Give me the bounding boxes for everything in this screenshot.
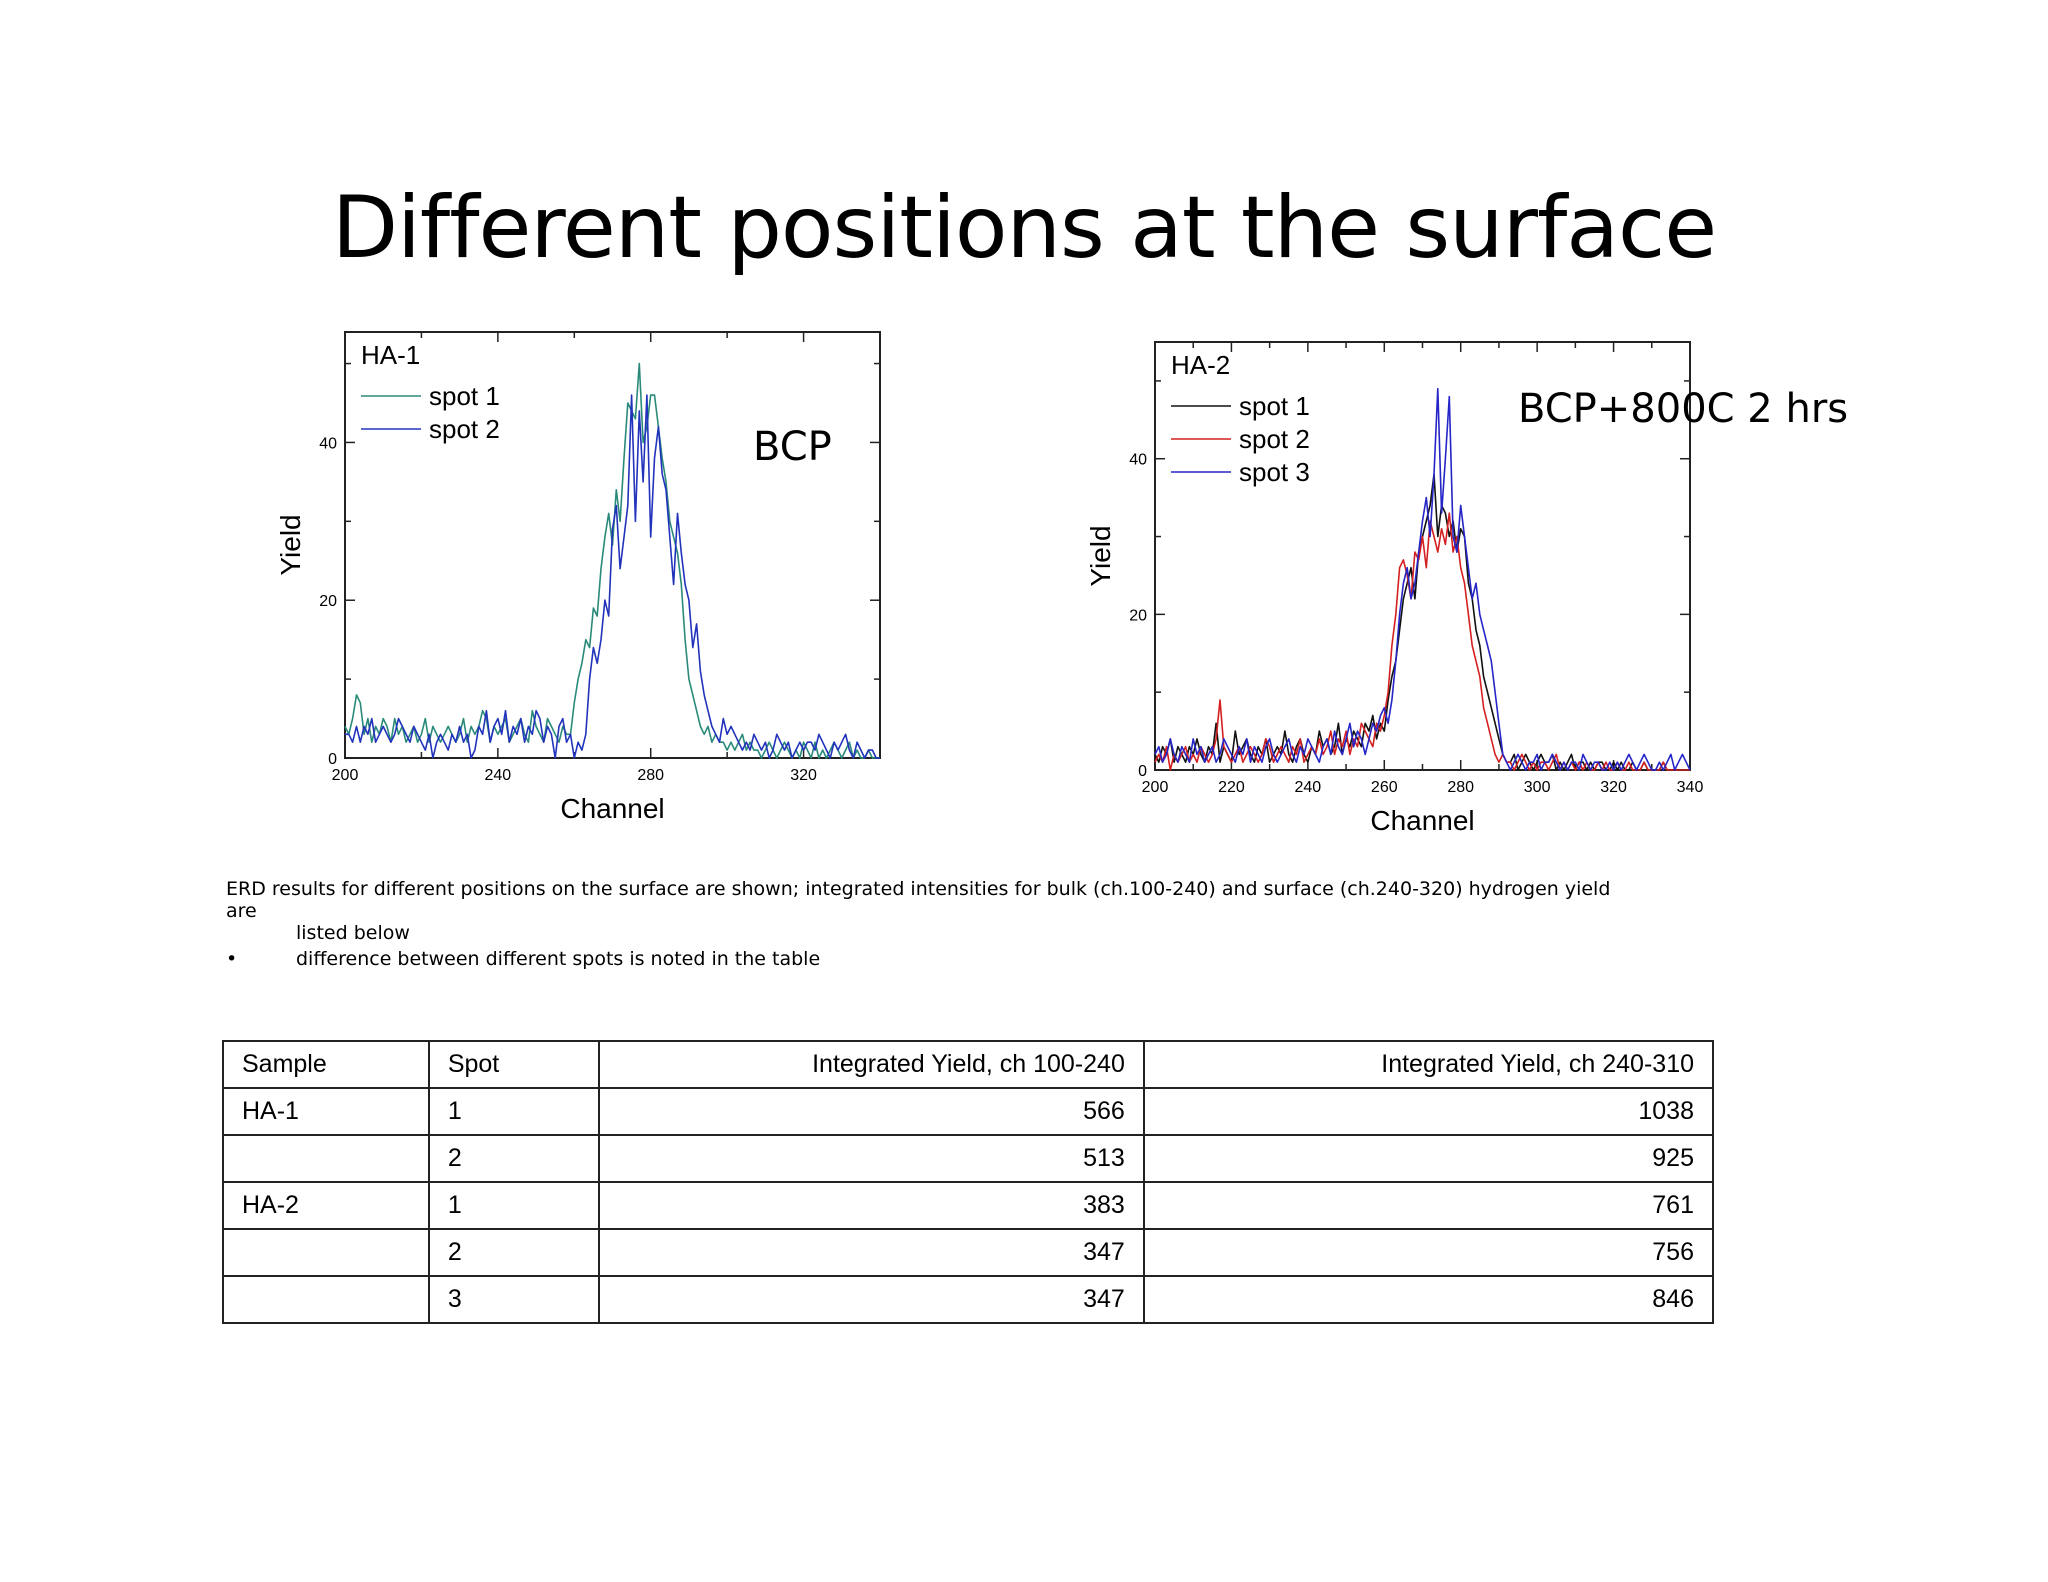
annotation-bcp-800c: BCP+800C 2 hrs <box>1518 386 1849 432</box>
caption-line-2: listed below <box>296 922 410 944</box>
legend-title: HA-2 <box>1171 350 1230 380</box>
legend-label: spot 2 <box>1239 424 1310 454</box>
bullet-text: difference between different spots is no… <box>296 948 821 970</box>
cell-spot: 3 <box>427 1275 600 1324</box>
cell-yield-surface: 925 <box>1142 1134 1715 1183</box>
slide-title: Different positions at the surface <box>331 178 1717 278</box>
table-row: HA-1 1 566 1038 <box>222 1087 1715 1136</box>
header-sample: Sample <box>222 1040 430 1089</box>
cell-yield-bulk: 347 <box>597 1275 1145 1324</box>
x-tick-label: 240 <box>1295 779 1322 796</box>
cell-sample <box>222 1228 430 1277</box>
results-table: Sample Spot Integrated Yield, ch 100-240… <box>222 1040 1715 1324</box>
x-tick-label: 280 <box>637 767 664 784</box>
legend-label: spot 1 <box>1239 391 1310 421</box>
y-tick-label: 20 <box>319 593 337 610</box>
chart-ha-2: 200 220 240 260 280 300 320 340 0 20 40 Channel Yiel… <box>1085 341 1704 836</box>
bullet-dot: • <box>226 948 238 970</box>
cell-sample <box>222 1134 430 1183</box>
x-tick-label: 200 <box>1142 779 1169 796</box>
y-tick-label: 20 <box>1129 607 1147 624</box>
caption-line-1: ERD results for different positions on t… <box>226 878 1611 922</box>
x-tick-label: 240 <box>485 767 512 784</box>
plot-frame <box>344 331 881 759</box>
cell-yield-bulk: 566 <box>597 1087 1145 1136</box>
cell-sample: HA-2 <box>222 1181 430 1230</box>
header-yield-bulk: Integrated Yield, ch 100-240 <box>597 1040 1145 1089</box>
legend-label: spot 1 <box>429 381 500 411</box>
x-axis-label: Channel <box>560 793 664 824</box>
series-line-1 <box>344 362 880 759</box>
header-spot: Spot <box>427 1040 600 1089</box>
cell-spot: 1 <box>427 1087 600 1136</box>
series-line-3 <box>1154 387 1691 771</box>
cell-yield-surface: 1038 <box>1142 1087 1715 1136</box>
y-axis-label: Yield <box>1085 525 1116 586</box>
cell-sample: HA-1 <box>222 1087 430 1136</box>
x-tick-label: 200 <box>332 767 359 784</box>
legend-label: spot 3 <box>1239 457 1310 487</box>
x-axis-label: Channel <box>1370 805 1474 836</box>
table-row: HA-2 1 383 761 <box>222 1181 1715 1230</box>
x-tick-label: 280 <box>1447 779 1474 796</box>
x-tick-label: 300 <box>1524 779 1551 796</box>
y-tick-label: 0 <box>1138 763 1147 780</box>
table-header-row: Sample Spot Integrated Yield, ch 100-240… <box>222 1040 1715 1089</box>
cell-yield-bulk: 513 <box>597 1134 1145 1183</box>
x-tick-label: 220 <box>1218 779 1245 796</box>
series-line-2 <box>345 394 880 759</box>
table-row: 3 347 846 <box>222 1275 1715 1324</box>
cell-yield-surface: 846 <box>1142 1275 1715 1324</box>
table-row: 2 513 925 <box>222 1134 1715 1183</box>
y-axis-label: Yield <box>275 514 306 575</box>
x-tick-label: 320 <box>790 767 817 784</box>
legend-title: HA-1 <box>361 340 420 370</box>
x-tick-label: 260 <box>1371 779 1398 796</box>
cell-yield-bulk: 383 <box>597 1181 1145 1230</box>
chart-ha-1: 200 240 280 320 0 20 40 Channel Yield HA-1 spot 1s… <box>275 331 881 824</box>
table-row: 2 347 756 <box>222 1228 1715 1277</box>
y-tick-label: 40 <box>1129 452 1147 469</box>
cell-spot: 2 <box>427 1134 600 1183</box>
x-tick-label: 340 <box>1677 779 1704 796</box>
cell-yield-surface: 756 <box>1142 1228 1715 1277</box>
header-yield-surface: Integrated Yield, ch 240-310 <box>1142 1040 1715 1089</box>
cell-spot: 1 <box>427 1181 600 1230</box>
x-tick-label: 320 <box>1600 779 1627 796</box>
cell-yield-bulk: 347 <box>597 1228 1145 1277</box>
cell-spot: 2 <box>427 1228 600 1277</box>
bullet-item: • difference between different spots is … <box>226 948 1646 970</box>
annotation-bcp: BCP <box>753 424 832 470</box>
cell-sample <box>222 1275 430 1324</box>
caption: ERD results for different positions on t… <box>226 878 1646 970</box>
cell-yield-surface: 761 <box>1142 1181 1715 1230</box>
y-tick-label: 40 <box>319 435 337 452</box>
legend-label: spot 2 <box>429 414 500 444</box>
y-tick-label: 0 <box>328 751 337 768</box>
